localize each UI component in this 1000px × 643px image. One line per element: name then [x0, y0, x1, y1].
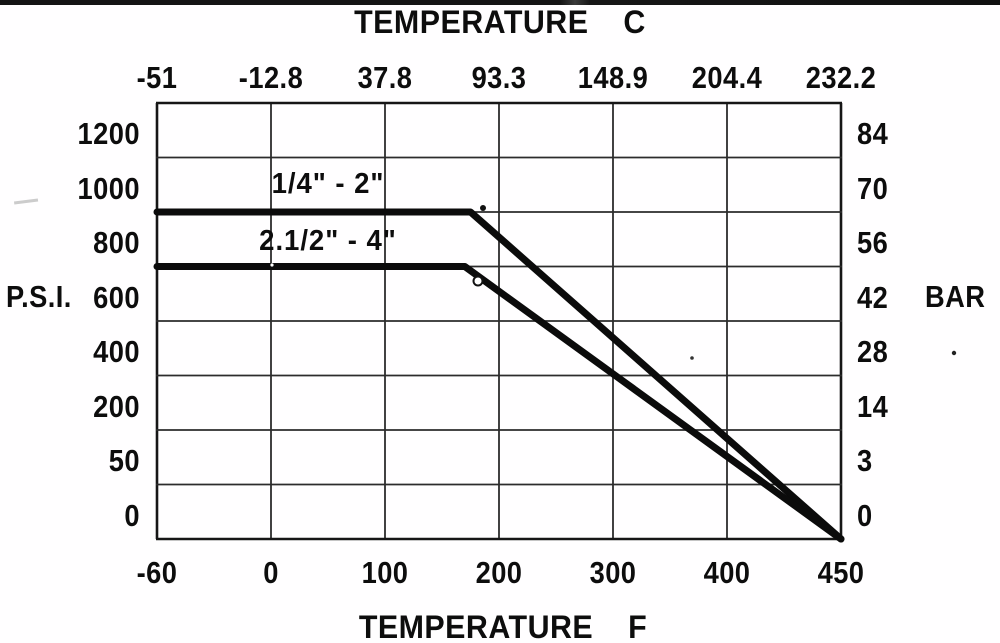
- x-tick-bottom: 400: [703, 555, 751, 590]
- x-tick-top: 232.2: [805, 60, 877, 95]
- x-tick-top: -12.8: [238, 60, 304, 95]
- y-tick-right: 0: [857, 497, 873, 533]
- x-tick-top: 37.8: [357, 60, 413, 95]
- series-label-large-sizes: 2.1/2" - 4": [259, 225, 397, 257]
- x-tick-bottom: 100: [361, 555, 409, 590]
- scan-border-artifact: [0, 0, 1000, 5]
- x-tick-top: 204.4: [691, 60, 763, 95]
- y-tick-right: 56: [857, 225, 889, 261]
- bottom-axis-title: TEMPERATURE F: [358, 609, 648, 643]
- y-tick-right: 42: [857, 279, 889, 315]
- left-axis-unit: P.S.I.: [6, 279, 72, 314]
- right-axis-unit: BAR: [925, 279, 986, 314]
- y-tick-right: 3: [857, 443, 873, 479]
- y-tick-left: 1200: [77, 116, 140, 152]
- y-tick-right: 28: [857, 334, 889, 370]
- x-tick-bottom: 200: [475, 555, 523, 590]
- y-tick-left: 400: [93, 334, 140, 370]
- y-tick-right: 70: [857, 170, 889, 206]
- x-tick-top: 148.9: [577, 60, 649, 95]
- x-tick-bottom: 450: [817, 555, 865, 590]
- y-tick-left: 800: [93, 225, 140, 261]
- x-tick-bottom: 0: [263, 555, 279, 590]
- x-tick-top: 93.3: [471, 60, 527, 95]
- x-tick-bottom: 300: [589, 555, 637, 590]
- series-label-small-sizes: 1/4" - 2": [271, 168, 385, 200]
- y-tick-left: 0: [124, 497, 140, 533]
- y-tick-right: 14: [857, 388, 889, 424]
- y-tick-left: 200: [93, 388, 140, 424]
- x-tick-bottom: -60: [136, 555, 178, 590]
- x-tick-top: -51: [136, 60, 178, 95]
- y-tick-left: 50: [108, 443, 140, 479]
- y-tick-right: 84: [857, 116, 889, 152]
- y-tick-left: 1000: [77, 170, 140, 206]
- top-axis-title: TEMPERATURE C: [354, 4, 646, 40]
- y-tick-left: 600: [93, 279, 140, 315]
